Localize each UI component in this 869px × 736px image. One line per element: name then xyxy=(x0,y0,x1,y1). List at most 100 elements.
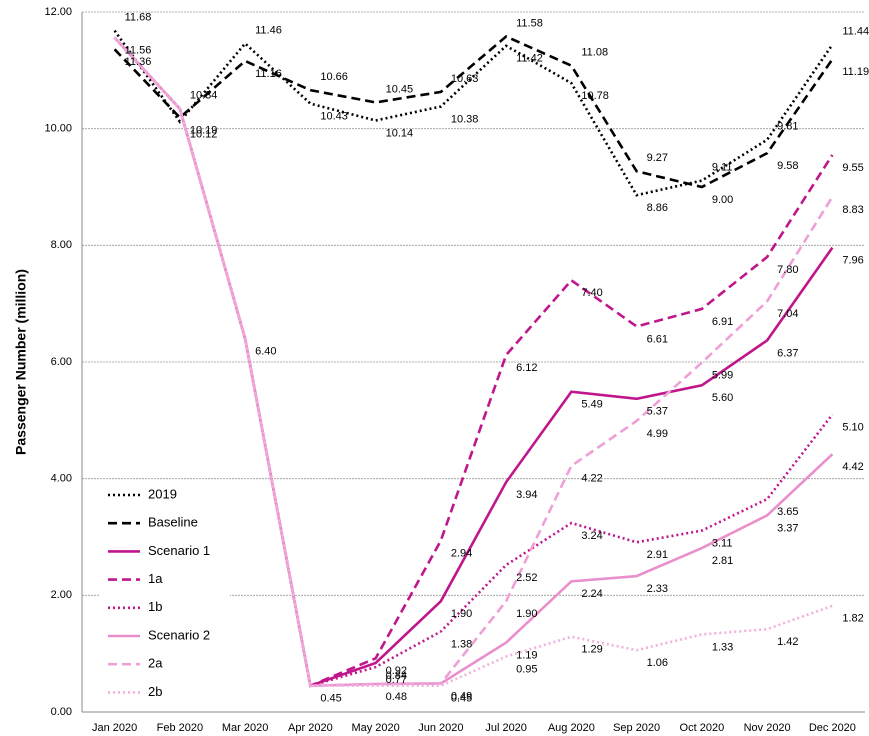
data-label: 5.10 xyxy=(842,421,863,433)
data-label: 1.38 xyxy=(451,638,472,650)
data-label: 0.48 xyxy=(386,691,407,703)
data-label: 1.82 xyxy=(842,613,863,625)
data-label: 1.90 xyxy=(516,608,537,620)
data-label: 10.38 xyxy=(451,113,479,125)
data-label: 0.84 xyxy=(386,670,407,682)
data-label: 4.99 xyxy=(647,428,668,440)
legend-label: 2019 xyxy=(148,486,177,501)
x-tick-label: Apr 2020 xyxy=(288,722,333,734)
data-label: 10.34 xyxy=(190,90,218,102)
data-label: 7.96 xyxy=(842,255,863,267)
x-tick-label: Nov 2020 xyxy=(744,722,791,734)
data-label: 1.29 xyxy=(581,644,602,656)
data-label: 10.45 xyxy=(386,83,414,95)
data-label: 9.55 xyxy=(842,162,863,174)
legend-label: 2a xyxy=(148,656,163,671)
y-tick-label: 0.00 xyxy=(51,706,72,718)
x-tick-label: Jun 2020 xyxy=(418,722,463,734)
data-label: 9.81 xyxy=(777,121,798,133)
data-label: 11.56 xyxy=(125,45,152,57)
data-label: 6.37 xyxy=(777,347,798,359)
data-label: 10.14 xyxy=(386,127,414,139)
x-tick-label: Jan 2020 xyxy=(92,722,137,734)
data-label: 2.33 xyxy=(647,583,668,595)
data-label: 4.22 xyxy=(581,473,602,485)
data-label: 1.42 xyxy=(777,636,798,648)
y-tick-label: 6.00 xyxy=(51,356,72,368)
x-tick-label: Oct 2020 xyxy=(680,722,725,734)
data-label: 5.99 xyxy=(712,369,733,381)
legend-label: 2b xyxy=(148,684,162,699)
data-label: 0.95 xyxy=(516,663,537,675)
legend-box xyxy=(100,480,230,705)
data-label: 4.42 xyxy=(842,461,863,473)
data-label: 10.63 xyxy=(451,73,479,85)
data-label: 2.24 xyxy=(581,588,602,600)
data-label: 3.37 xyxy=(777,522,798,534)
data-label: 11.42 xyxy=(516,53,543,65)
legend-label: Baseline xyxy=(148,515,198,530)
data-label: 0.45 xyxy=(320,693,341,705)
legend-label: Scenario 2 xyxy=(148,627,210,642)
data-label: 11.58 xyxy=(516,17,543,29)
data-label: 6.91 xyxy=(712,316,733,328)
legend: 2019 Baseline Scenario 1 1a 1b Scenario 2 2a 2b xyxy=(100,480,230,705)
series-line xyxy=(113,34,834,189)
x-tick-label: Feb 2020 xyxy=(157,722,203,734)
data-label: 11.68 xyxy=(125,12,152,24)
data-label: 2.94 xyxy=(451,547,472,559)
data-label: 3.24 xyxy=(581,530,602,542)
data-label: 11.36 xyxy=(125,56,152,68)
data-label: 3.11 xyxy=(712,537,733,549)
data-label: 0.92 xyxy=(386,665,407,677)
data-label: 9.00 xyxy=(712,194,733,206)
legend-label: 1a xyxy=(148,571,163,586)
data-label: 10.78 xyxy=(581,90,609,102)
data-label: 3.94 xyxy=(516,489,537,501)
data-label: 7.40 xyxy=(581,287,602,299)
y-tick-label: 2.00 xyxy=(51,589,72,601)
data-label: 11.19 xyxy=(842,66,869,78)
data-label: 6.61 xyxy=(647,333,668,345)
data-label: 1.06 xyxy=(647,657,668,669)
x-tick-label: Sep 2020 xyxy=(613,722,660,734)
data-label: 11.08 xyxy=(581,47,608,59)
data-label: 10.12 xyxy=(190,129,218,141)
data-label: 8.83 xyxy=(842,204,863,216)
data-label: 7.04 xyxy=(777,308,798,320)
data-label: 3.65 xyxy=(777,506,798,518)
data-label: 2.81 xyxy=(712,555,733,567)
y-tick-label: 12.00 xyxy=(44,6,72,18)
data-label: 5.37 xyxy=(647,406,668,418)
data-label: 10.66 xyxy=(320,71,348,83)
series-line xyxy=(113,36,833,688)
data-label: 1.33 xyxy=(712,641,733,653)
data-label: 1.19 xyxy=(516,649,537,661)
data-label: 6.40 xyxy=(255,346,276,358)
data-label: 10.43 xyxy=(320,110,348,122)
data-label: 9.11 xyxy=(712,161,733,173)
x-tick-label: Mar 2020 xyxy=(222,722,268,734)
data-label: 6.12 xyxy=(516,362,537,374)
data-label: 2.91 xyxy=(647,549,668,561)
legend-label: 1b xyxy=(148,599,162,614)
y-tick-label: 4.00 xyxy=(51,473,72,485)
data-label: 5.60 xyxy=(712,392,733,404)
data-label: 11.16 xyxy=(255,68,282,80)
y-tick-label: 8.00 xyxy=(51,239,72,251)
data-label: 10.19 xyxy=(190,124,218,136)
x-tick-label: Dec 2020 xyxy=(809,722,856,734)
x-tick-label: May 2020 xyxy=(351,722,399,734)
data-label: 2.52 xyxy=(516,572,537,584)
legend-label: Scenario 1 xyxy=(148,543,210,558)
data-label: 9.27 xyxy=(647,152,668,164)
x-tick-label: Aug 2020 xyxy=(548,722,595,734)
data-label: 8.86 xyxy=(647,202,668,214)
data-label: 0.49 xyxy=(451,690,472,702)
data-label: 11.44 xyxy=(842,26,869,38)
data-label: 0.77 xyxy=(386,674,407,686)
data-label: 11.46 xyxy=(255,24,282,36)
series-line xyxy=(113,29,834,197)
